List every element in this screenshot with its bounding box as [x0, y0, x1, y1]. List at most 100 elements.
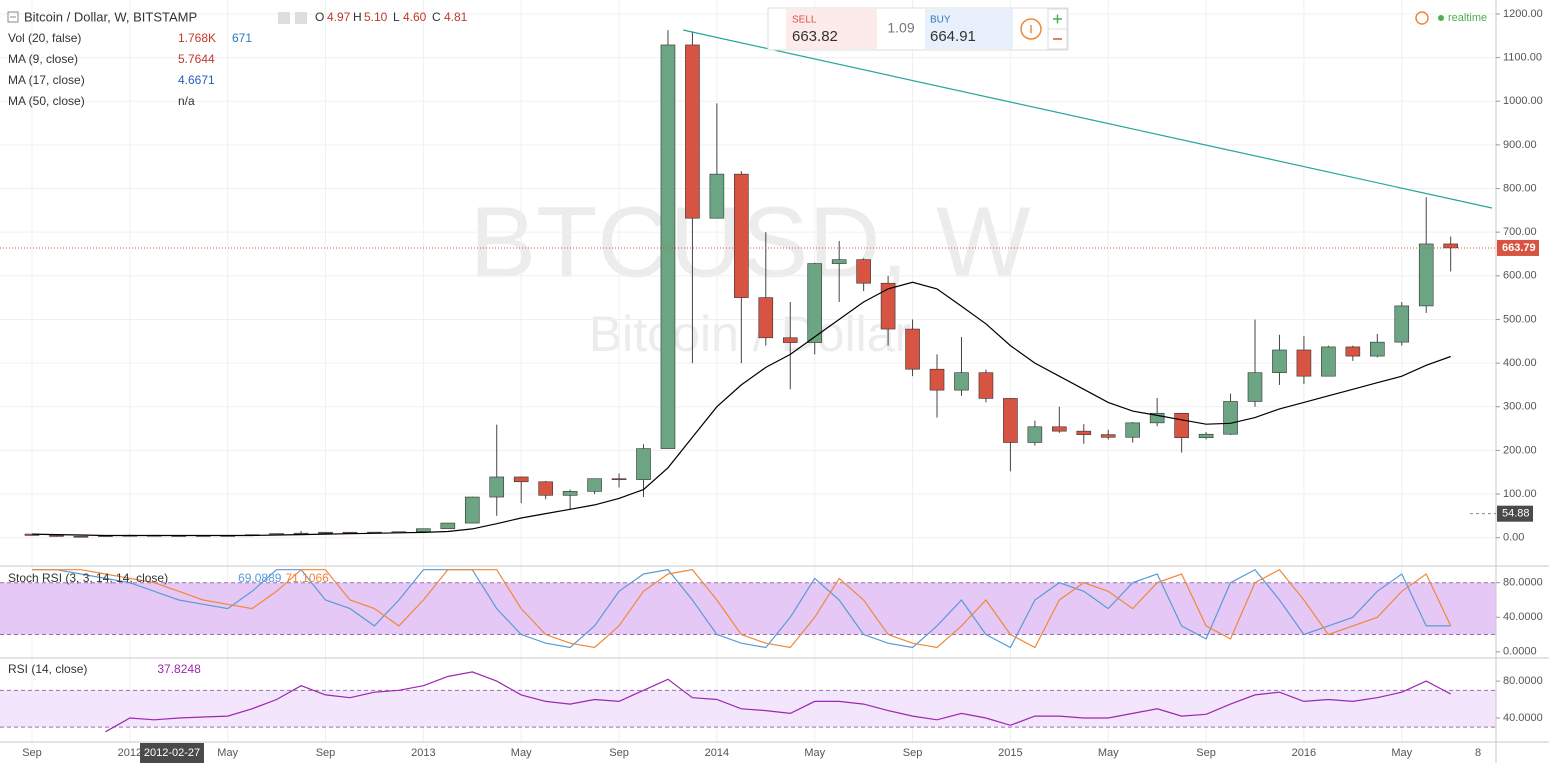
buy-label: BUY	[930, 15, 951, 26]
sell-button[interactable]	[786, 9, 877, 49]
pane-readout: 71.1066	[285, 571, 329, 585]
ohlc-label: O	[315, 10, 324, 24]
x-tick-label: Sep	[22, 747, 42, 759]
candle-body	[1125, 422, 1140, 438]
watermark-symbol: BTCUSD, W	[469, 186, 1031, 298]
buy-price: 664.91	[930, 28, 976, 45]
header: Bitcoin / Dollar, W, BITSTAMP O 4.97 H 5…	[7, 9, 468, 108]
candle-body	[954, 372, 969, 391]
candle-body	[831, 259, 847, 264]
candle-body	[1076, 430, 1092, 435]
x-tick-label: May	[511, 747, 532, 759]
candle-body	[318, 531, 333, 534]
y-tick-label: 1100.00	[1503, 52, 1542, 64]
x-tick-label: May	[1391, 747, 1412, 759]
y-tick-label: 200.00	[1503, 444, 1537, 456]
candle-body	[856, 259, 871, 284]
x-tick-label: 2013	[411, 747, 435, 759]
candle-body	[685, 44, 700, 219]
candle-body	[1272, 349, 1287, 373]
candle-body	[1223, 401, 1238, 435]
ohlc-label: L	[393, 10, 400, 24]
y-tick-label: 500.00	[1503, 313, 1537, 325]
y-tick-label: 80.0000	[1503, 675, 1543, 687]
y-tick-label: 80.0000	[1503, 577, 1543, 589]
candle-body	[1443, 243, 1458, 249]
indicator-name[interactable]: MA (17, close)	[8, 73, 85, 87]
candle-body	[587, 478, 602, 492]
buy-button[interactable]	[925, 9, 1013, 49]
ohlc-value: 4.97	[327, 10, 351, 24]
x-tick-label: 2016	[1292, 747, 1316, 759]
indicator-value: 671	[232, 31, 252, 45]
crosshair-price-label: 54.88	[1502, 508, 1530, 520]
candle-body	[464, 496, 480, 524]
x-tick-label: May	[217, 747, 238, 759]
y-tick-label: 0.0000	[1503, 646, 1537, 658]
candle-body	[538, 481, 553, 496]
last-price-box	[1497, 239, 1539, 256]
crosshair-price-box	[1497, 505, 1533, 522]
pane-title: Stoch RSI (3, 3, 14, 14, close)	[8, 571, 168, 585]
warning-icon[interactable]	[1415, 11, 1429, 25]
indicator-value: 5.7644	[178, 52, 215, 66]
indicator-line	[32, 568, 1451, 649]
indicator-line	[31, 281, 1451, 537]
indicator-line	[32, 568, 1452, 649]
last-price-label: 663.79	[1502, 242, 1536, 254]
candle-body	[1345, 346, 1361, 357]
candle-body	[489, 476, 505, 498]
y-tick-label: 600.00	[1503, 270, 1537, 282]
candle-body	[1394, 305, 1410, 343]
candle-body	[1247, 372, 1263, 402]
sell-label: SELL	[792, 15, 817, 26]
candle-body	[440, 522, 456, 530]
candle-body	[49, 535, 64, 537]
x-tick-label: 2012	[118, 747, 142, 759]
crosshair-date: 2012-02-27	[144, 747, 200, 759]
watermark-name: Bitcoin / Dollar	[589, 306, 911, 362]
indicator-name[interactable]: Vol (20, false)	[8, 31, 81, 45]
candle-body	[978, 372, 994, 399]
candle-body	[513, 476, 529, 483]
y-tick-label: 300.00	[1503, 401, 1537, 413]
y-tick-label: 400.00	[1503, 357, 1537, 369]
indicator-value: n/a	[178, 94, 195, 108]
candle-body	[734, 173, 749, 298]
y-tick-label: 1200.00	[1503, 8, 1543, 20]
indicator-name[interactable]: MA (9, close)	[8, 52, 78, 66]
candle-body	[636, 448, 651, 480]
settings-icon[interactable]	[295, 12, 307, 24]
candle-body	[905, 328, 920, 370]
x-tick-label: May	[1098, 747, 1119, 759]
y-tick-label: 900.00	[1503, 139, 1537, 151]
candle-body	[1321, 346, 1336, 377]
candle-body	[1198, 433, 1214, 439]
x-tick-label: May	[804, 747, 825, 759]
spread: 1.09	[887, 20, 914, 36]
indicator-value: 4.6671	[178, 73, 215, 87]
candle-body	[758, 297, 774, 339]
y-tick-label: 700.00	[1503, 226, 1537, 238]
ohlc-value: 5.10	[364, 10, 388, 24]
ohlc-label: H	[353, 10, 362, 24]
candle-body	[1296, 349, 1312, 377]
info-icon[interactable]	[1020, 18, 1042, 40]
symbol-title[interactable]: Bitcoin / Dollar, W, BITSTAMP	[24, 9, 197, 24]
candle-body	[880, 282, 896, 330]
y-tick-label: 100.00	[1503, 488, 1537, 500]
settings-icon[interactable]	[278, 12, 290, 24]
ohlc-label: C	[432, 10, 441, 24]
indicator-line	[105, 671, 1451, 733]
candle-body	[1418, 243, 1434, 307]
candle-body	[73, 535, 89, 538]
trend-line[interactable]	[682, 29, 1493, 209]
status-text: realtime	[1448, 12, 1487, 24]
x-tick-label: 2015	[998, 747, 1022, 759]
crosshair-date-box	[140, 743, 204, 763]
indicator-name[interactable]: MA (50, close)	[8, 94, 85, 108]
collapse-icon[interactable]	[7, 11, 19, 23]
candle-body	[562, 491, 578, 496]
